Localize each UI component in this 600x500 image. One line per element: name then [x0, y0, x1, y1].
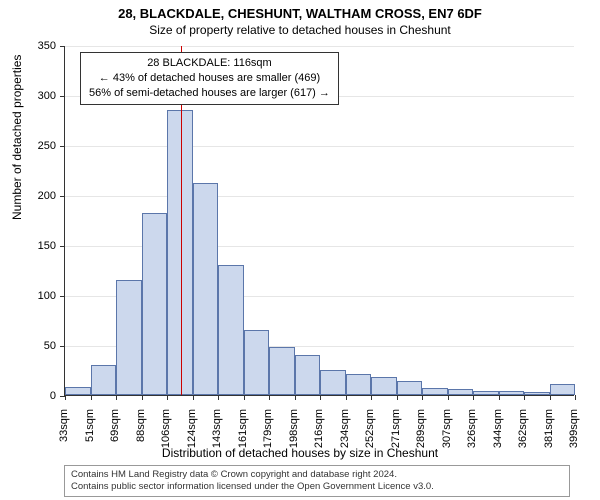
x-tick-mark — [65, 395, 66, 400]
x-tick-mark — [193, 395, 194, 400]
x-tick-mark — [269, 395, 270, 400]
x-tick-mark — [575, 395, 576, 400]
x-tick-mark — [499, 395, 500, 400]
y-tick-label: 300 — [24, 90, 56, 102]
histogram-bar — [167, 110, 193, 395]
histogram-bar — [218, 265, 244, 395]
x-tick-mark — [397, 395, 398, 400]
histogram-bar — [295, 355, 321, 395]
histogram-bar — [448, 389, 474, 395]
y-tick-label: 250 — [24, 140, 56, 152]
x-tick-mark — [473, 395, 474, 400]
x-tick-mark — [295, 395, 296, 400]
x-tick-mark — [167, 395, 168, 400]
histogram-bar — [244, 330, 270, 395]
histogram-bar — [499, 391, 525, 395]
histogram-bar — [371, 377, 397, 395]
y-tick-label: 200 — [24, 190, 56, 202]
annotation-line2: ← 43% of detached houses are smaller (46… — [89, 71, 330, 86]
y-tick-label: 0 — [24, 390, 56, 402]
footer-attribution: Contains HM Land Registry data © Crown c… — [64, 465, 570, 497]
footer-line1: Contains HM Land Registry data © Crown c… — [71, 469, 563, 481]
x-tick-mark — [320, 395, 321, 400]
y-tick-label: 50 — [24, 340, 56, 352]
y-axis-label: Number of detached properties — [10, 55, 24, 220]
x-tick-mark — [142, 395, 143, 400]
y-tick-label: 350 — [24, 40, 56, 52]
x-tick-mark — [371, 395, 372, 400]
histogram-bar — [397, 381, 423, 395]
histogram-bar — [269, 347, 295, 395]
histogram-bar — [116, 280, 142, 395]
chart-title-sub: Size of property relative to detached ho… — [0, 23, 600, 37]
y-tick-label: 100 — [24, 290, 56, 302]
x-tick-mark — [218, 395, 219, 400]
x-tick-mark — [422, 395, 423, 400]
x-tick-mark — [91, 395, 92, 400]
footer-line2: Contains public sector information licen… — [71, 481, 563, 493]
x-tick-mark — [524, 395, 525, 400]
annotation-line3: 56% of semi-detached houses are larger (… — [89, 86, 330, 101]
histogram-bar — [422, 388, 448, 395]
chart-title-main: 28, BLACKDALE, CHESHUNT, WALTHAM CROSS, … — [0, 6, 600, 21]
histogram-bar — [524, 392, 550, 395]
histogram-bar — [346, 374, 372, 395]
x-tick-mark — [244, 395, 245, 400]
annotation-line1: 28 BLACKDALE: 116sqm — [89, 56, 330, 71]
x-tick-mark — [346, 395, 347, 400]
annotation-box: 28 BLACKDALE: 116sqm ← 43% of detached h… — [80, 52, 339, 105]
x-axis-label: Distribution of detached houses by size … — [0, 446, 600, 460]
histogram-bar — [91, 365, 117, 395]
histogram-bar — [65, 387, 91, 395]
y-tick-label: 150 — [24, 240, 56, 252]
x-tick-mark — [116, 395, 117, 400]
histogram-bar — [320, 370, 346, 395]
x-tick-mark — [550, 395, 551, 400]
x-tick-mark — [448, 395, 449, 400]
histogram-bar — [473, 391, 499, 395]
chart-container: 28, BLACKDALE, CHESHUNT, WALTHAM CROSS, … — [0, 0, 600, 500]
histogram-bar — [193, 183, 219, 395]
histogram-bar — [550, 384, 576, 395]
histogram-bar — [142, 213, 168, 395]
